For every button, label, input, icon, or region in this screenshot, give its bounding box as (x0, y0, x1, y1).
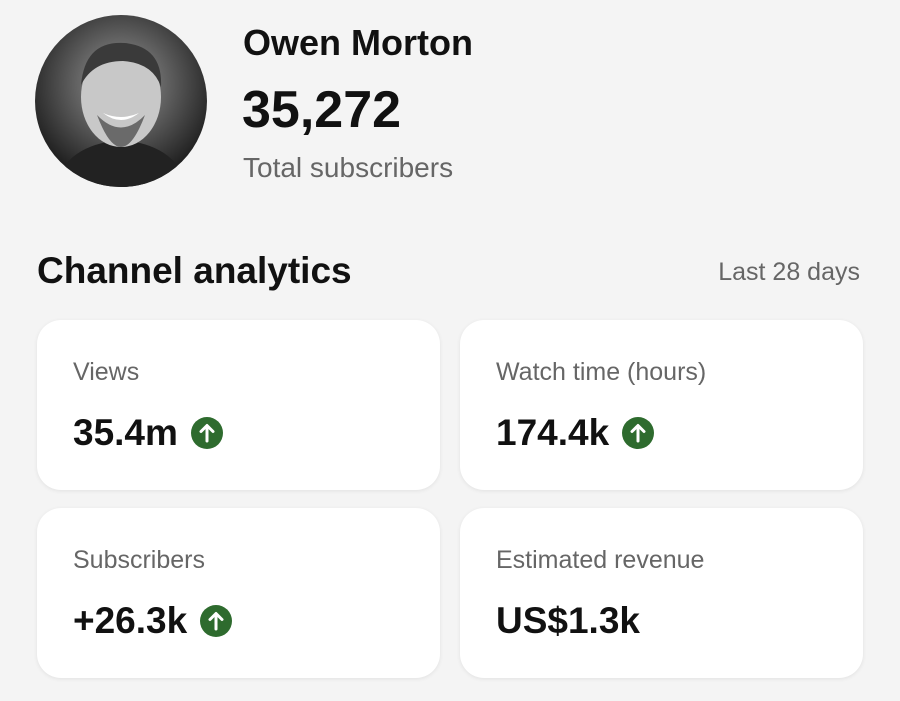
channel-name: Owen Morton (243, 22, 473, 63)
card-grid: Views 35.4m Watch time (hours) 174.4k Subscr… (37, 320, 863, 678)
trend-up-icon (190, 417, 223, 449)
metric-value: +26.3k (73, 600, 188, 641)
icon-arrow (199, 424, 215, 443)
subscriber-count: 35,272 (242, 81, 402, 139)
icon-arrow (630, 424, 646, 443)
trend-up-icon (200, 605, 233, 637)
metric-card[interactable]: Watch time (hours) 174.4k (460, 320, 863, 490)
metric-label: Estimated revenue (496, 546, 705, 574)
metric-row: +26.3k (73, 600, 440, 642)
subscriber-label: Total subscribers (243, 152, 454, 183)
avatar[interactable] (35, 15, 207, 187)
metric-value: US$1.3k (496, 600, 640, 641)
metric-card[interactable]: Views 35.4m (37, 320, 440, 490)
metric-row: US$1.3k (496, 600, 863, 642)
metric-row: 35.4m (73, 412, 440, 454)
metric-label: Watch time (hours) (496, 358, 707, 386)
section-title: Channel analytics (37, 250, 352, 291)
metric-label: Subscribers (73, 546, 205, 574)
metric-row: 174.4k (496, 412, 863, 454)
metric-value: 174.4k (496, 412, 610, 453)
trend-up-icon (622, 417, 655, 449)
metric-value: 35.4m (73, 412, 178, 453)
metric-label: Views (73, 358, 140, 386)
period[interactable]: Last 28 days (718, 258, 860, 286)
metric-card[interactable]: Estimated revenue US$1.3k (460, 508, 863, 678)
metric-card[interactable]: Subscribers +26.3k (37, 508, 440, 678)
icon-arrow (208, 612, 224, 631)
